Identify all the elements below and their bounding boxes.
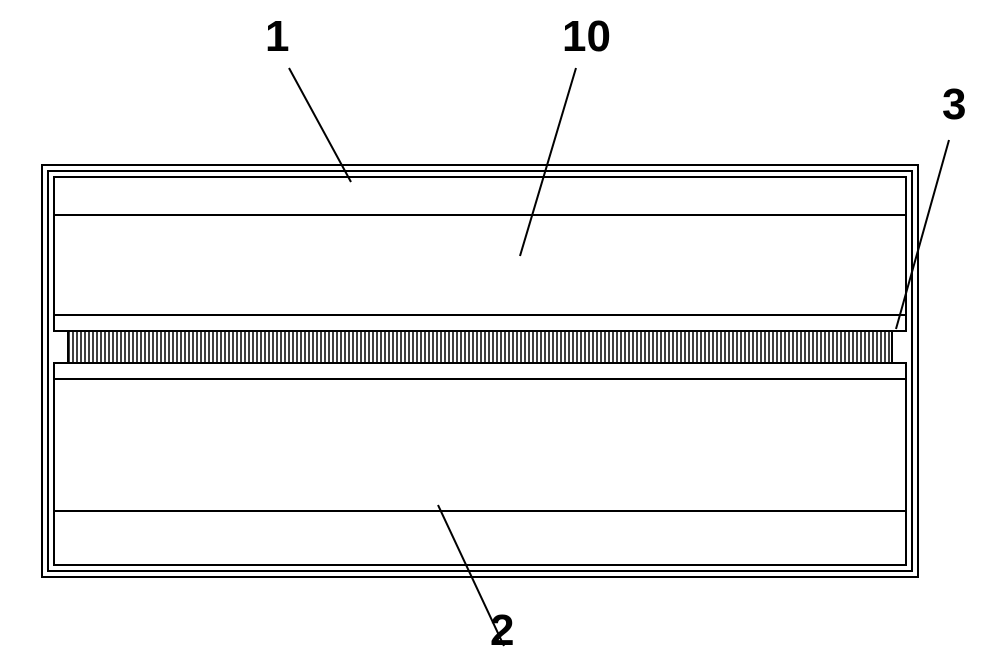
hatched-bar bbox=[68, 331, 892, 363]
layer-10 bbox=[54, 215, 906, 315]
layer-gap-upper bbox=[54, 315, 906, 331]
diagram-svg bbox=[0, 0, 1000, 672]
layer-gap-lower bbox=[54, 363, 906, 379]
diagram-canvas: 1 10 3 2 bbox=[0, 0, 1000, 672]
layer-top-thin bbox=[54, 177, 906, 215]
layer-bottom-thin bbox=[54, 511, 906, 565]
layer-2 bbox=[54, 379, 906, 511]
